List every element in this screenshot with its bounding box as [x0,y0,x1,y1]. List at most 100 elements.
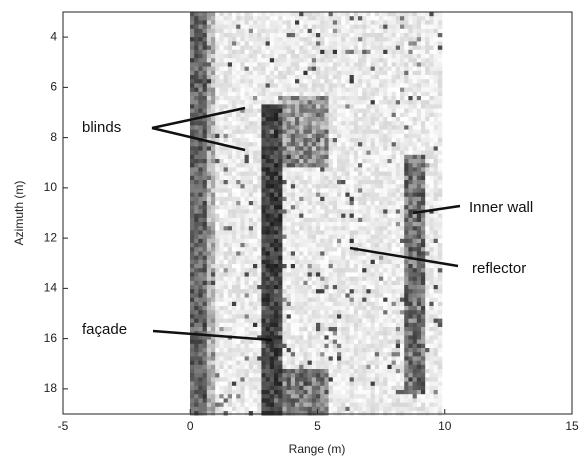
image-cell [190,50,195,55]
image-cell [236,58,241,63]
image-cell [266,205,271,210]
image-cell [261,146,266,151]
image-cell [211,121,216,126]
image-cell [408,319,413,324]
image-cell [249,222,254,227]
image-cell [211,201,216,206]
image-cell [236,256,241,261]
image-cell [316,302,321,307]
image-cell [371,306,376,311]
image-cell [354,75,359,80]
image-cell [257,243,262,248]
image-cell [228,92,233,97]
image-cell [245,130,250,135]
image-cell [387,109,392,114]
image-cell [249,104,254,109]
image-cell [341,54,346,59]
image-cell [337,96,342,101]
image-cell [257,92,262,97]
image-cell [291,134,296,139]
image-cell [383,41,388,46]
image-cell [253,310,258,315]
image-cell [190,306,195,311]
image-cell [249,151,254,156]
image-cell [387,314,392,319]
image-cell [413,277,418,282]
image-cell [358,167,363,172]
image-cell [387,54,392,59]
image-cell [421,302,426,307]
image-cell [429,79,434,84]
image-cell [387,62,392,67]
image-cell [308,277,313,282]
image-cell [203,293,208,298]
image-cell [312,298,317,303]
image-cell [337,306,342,311]
image-cell [207,323,212,328]
image-cell [299,272,304,277]
image-cell [438,214,443,219]
image-cell [333,25,338,30]
image-cell [350,113,355,118]
image-cell [387,193,392,198]
image-cell [282,37,287,42]
image-cell [417,109,422,114]
image-cell [203,361,208,366]
image-cell [240,20,245,25]
image-cell [274,222,279,227]
image-cell [270,88,275,93]
image-cell [358,67,363,72]
image-cell [211,109,216,114]
image-cell [438,348,443,353]
image-cell [417,62,422,67]
image-cell [198,180,203,185]
image-cell [417,327,422,332]
image-cell [274,54,279,59]
image-cell [425,75,430,80]
image-cell [299,75,304,80]
image-cell [291,20,296,25]
image-cell [417,239,422,244]
image-cell [274,218,279,223]
image-cell [299,260,304,265]
image-cell [282,205,287,210]
image-cell [194,256,199,261]
image-cell [266,37,271,42]
image-cell [354,188,359,193]
image-cell [219,327,224,332]
image-cell [190,314,195,319]
image-cell [295,356,300,361]
image-cell [194,264,199,269]
image-cell [261,235,266,240]
image-cell [425,46,430,51]
image-cell [337,46,342,51]
image-cell [337,298,342,303]
image-cell [282,33,287,38]
image-cell [236,20,241,25]
image-cell [278,226,283,231]
image-cell [266,281,271,286]
image-cell [308,293,313,298]
image-cell [203,344,208,349]
image-cell [425,327,430,332]
image-cell [413,281,418,286]
image-cell [198,356,203,361]
image-cell [194,33,199,38]
image-cell [282,247,287,252]
image-cell [215,222,220,227]
image-cell [215,230,220,235]
image-cell [417,205,422,210]
image-cell [404,79,409,84]
image-cell [362,163,367,168]
image-cell [215,314,220,319]
image-cell [354,109,359,114]
image-cell [274,172,279,177]
image-cell [190,130,195,135]
image-cell [429,230,434,235]
image-cell [354,100,359,105]
image-cell [320,71,325,76]
image-cell [253,327,258,332]
image-cell [245,222,250,227]
image-cell [404,12,409,17]
image-cell [358,285,363,290]
